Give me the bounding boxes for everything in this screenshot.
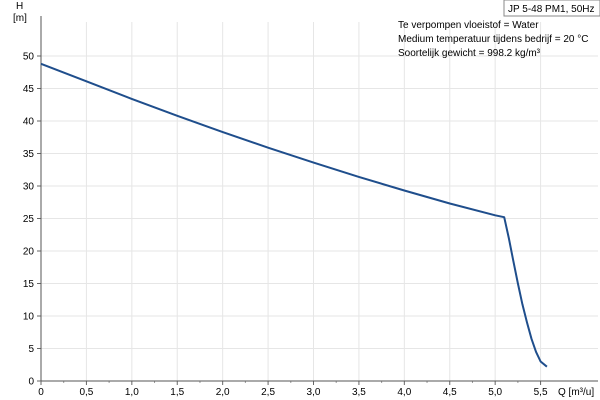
y-tick-label: 0 bbox=[28, 377, 34, 388]
x-tick-label: 0,5 bbox=[79, 387, 93, 398]
title-box bbox=[503, 0, 600, 17]
x-tick-label: 3,5 bbox=[352, 387, 366, 398]
x-tick-label: 3,0 bbox=[307, 387, 321, 398]
y-tick-label: 30 bbox=[23, 182, 35, 193]
x-tick-label: 2,5 bbox=[261, 387, 275, 398]
y-tick-label: 45 bbox=[23, 84, 35, 95]
pump-curve-line bbox=[40, 62, 548, 368]
annotation-fluid: Te verpompen vloeistof = Water bbox=[398, 20, 539, 31]
series-layer bbox=[40, 62, 548, 368]
x-tick-label: 1,5 bbox=[170, 387, 184, 398]
x-tick-label: 5,5 bbox=[534, 387, 548, 398]
y-tick-label: 5 bbox=[28, 344, 34, 355]
y-tick-label: 15 bbox=[23, 279, 35, 290]
y-tick-label: 35 bbox=[23, 149, 35, 160]
y-tick-label: 50 bbox=[23, 52, 35, 63]
y-tick-label: 10 bbox=[23, 312, 35, 323]
y-tick-label: 20 bbox=[23, 247, 35, 258]
y-tick-label: 40 bbox=[23, 117, 35, 128]
x-tick-label: 4,5 bbox=[443, 387, 457, 398]
x-tick-labels: 0 0,5 1,0 1,5 2,0 2,5 3,0 3,5 4,0 4,5 5,0 5,5 bbox=[38, 387, 548, 398]
y-axis-unit: [m] bbox=[13, 13, 27, 24]
x-tick-label: 2,0 bbox=[216, 387, 230, 398]
x-tick-label: 0 bbox=[38, 387, 44, 398]
y-tick-label: 25 bbox=[23, 214, 35, 225]
x-tick-label: 4,0 bbox=[397, 387, 411, 398]
x-tick-label: 1,0 bbox=[125, 387, 139, 398]
x-axis-label: Q [m³/u] bbox=[558, 387, 594, 398]
axes bbox=[37, 16, 598, 385]
y-tick-labels: 0 5 10 15 20 25 30 35 40 45 50 bbox=[23, 52, 35, 388]
annotation-temperature: Medium temperatuur tijdens bedrijf = 20 … bbox=[398, 34, 588, 45]
annotation-density: Soortelijk gewicht = 998.2 kg/m³ bbox=[398, 48, 541, 59]
x-tick-label: 5,0 bbox=[488, 387, 502, 398]
grid-lines bbox=[41, 22, 598, 381]
chart-title: JP 5-48 PM1, 50Hz bbox=[508, 4, 595, 15]
y-axis-title: H bbox=[16, 1, 23, 12]
